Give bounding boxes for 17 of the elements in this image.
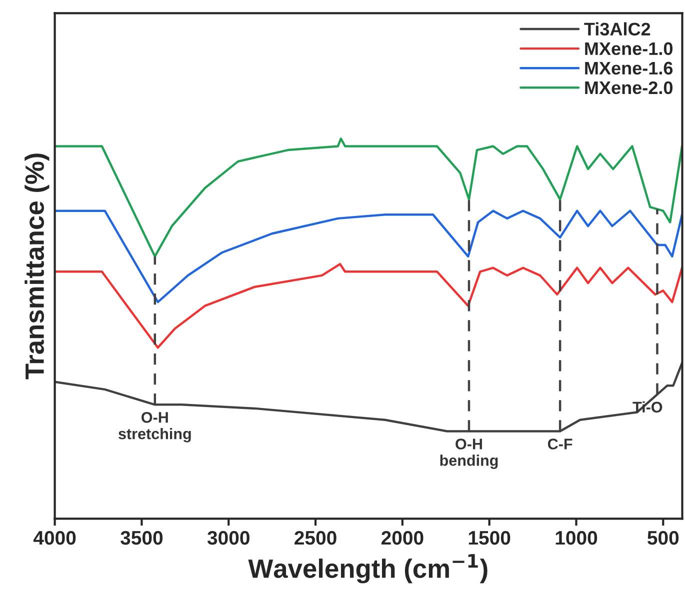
- y-axis-title: Transmittance (%): [24, 154, 50, 380]
- x-tick-label: 4000: [33, 530, 76, 545]
- x-tick-label: 3000: [207, 530, 250, 545]
- legend-label: Ti3AlC2: [584, 22, 650, 36]
- legend-label: MXene-2.0: [585, 81, 672, 94]
- x-tick-label: 500: [648, 530, 679, 545]
- x-axis-title: Wavelength (cm$^{−1}$): [248, 554, 488, 584]
- legend-label: MXene-1.0: [585, 42, 672, 56]
- x-tick-label: 2500: [294, 530, 336, 545]
- ref-line-label: O-H stretching: [118, 412, 191, 442]
- x-tick-label: 1500: [468, 530, 510, 545]
- x-tick-label: 3500: [120, 530, 163, 545]
- ref-line-label: C-F: [548, 438, 572, 450]
- ref-line-label: O-H bending: [440, 438, 498, 469]
- x-tick-label: 1000: [556, 530, 598, 545]
- x-tick-label: 2000: [381, 530, 424, 545]
- legend-label: MXene-1.6: [585, 62, 673, 75]
